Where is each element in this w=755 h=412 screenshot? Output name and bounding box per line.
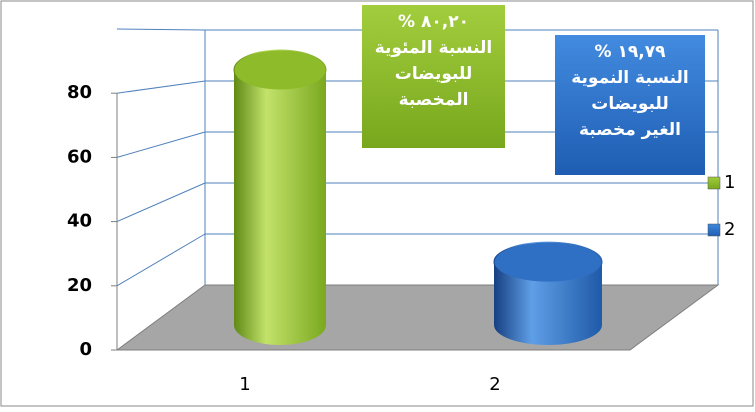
- wall-edge: [116, 28, 206, 31]
- x-tick-label: 2: [489, 374, 500, 395]
- legend-swatch: [707, 176, 721, 190]
- bar: [493, 241, 603, 345]
- y-tick-label: 20: [67, 275, 92, 296]
- data-label: ٨٠,٢٠ % النسبة المئوية للبويضات المخصبة: [362, 5, 505, 148]
- value-label: ١٩,٧٩ %: [594, 42, 666, 62]
- bar-top: [233, 49, 327, 91]
- annotation-line: النسبة النموية: [571, 68, 689, 88]
- legend-label: 1: [724, 172, 735, 193]
- grid-line: [116, 182, 206, 223]
- bar-top: [493, 241, 603, 283]
- data-label: ١٩,٧٩ % النسبة النموية للبويضات الغير مخصبة: [555, 35, 705, 175]
- y-tick-label: 80: [67, 82, 92, 103]
- grid-line: [116, 233, 206, 287]
- floor: [115, 284, 720, 351]
- data-label-box: ٨٠,٢٠ % النسبة المئوية للبويضات المخصبة: [362, 5, 505, 148]
- annotation-line: المخصبة: [398, 90, 469, 110]
- bar-body: [494, 262, 602, 345]
- legend-swatch: [707, 223, 721, 237]
- legend-label: 2: [724, 219, 735, 240]
- annotation-line: للبويضات: [591, 94, 669, 114]
- bar-body: [234, 69, 326, 346]
- y-tick-label: 0: [79, 339, 92, 360]
- y-tick-label: 40: [67, 211, 92, 232]
- grid-line: [116, 131, 206, 158]
- bar: [233, 49, 327, 346]
- grid-line: [116, 80, 206, 94]
- value-label: ٨٠,٢٠ %: [398, 12, 469, 32]
- annotation-line: الغير مخصبة: [578, 120, 682, 140]
- annotation-line: النسبة المئوية: [374, 38, 493, 58]
- y-tick-label: 60: [67, 146, 92, 167]
- data-label-box: ١٩,٧٩ % النسبة النموية للبويضات الغير مخصبة: [555, 35, 705, 175]
- x-tick-label: 1: [239, 374, 250, 395]
- annotation-line: للبويضات: [394, 64, 473, 84]
